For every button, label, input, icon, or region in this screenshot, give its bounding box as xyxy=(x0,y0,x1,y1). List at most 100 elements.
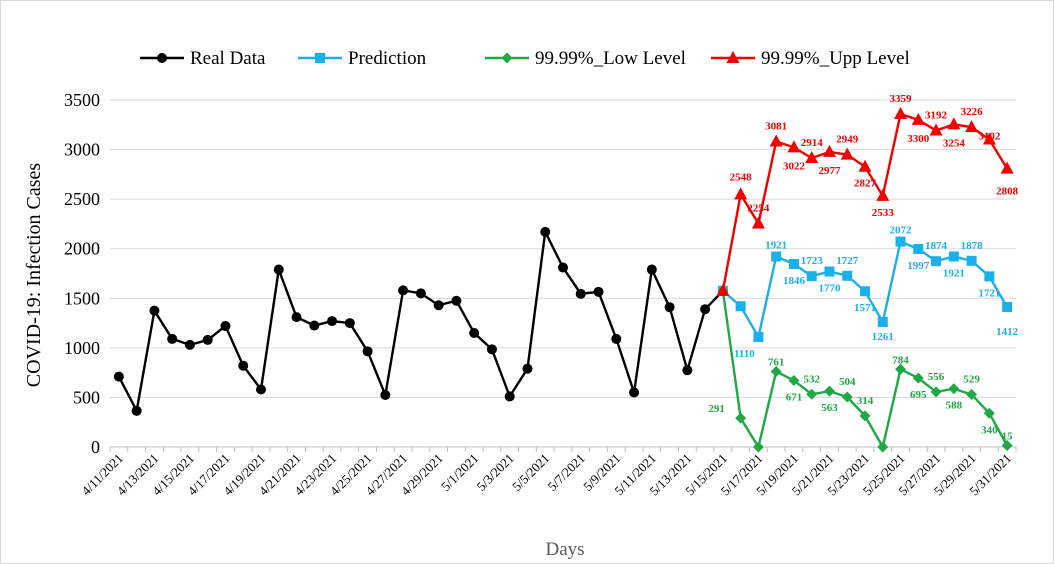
data-point xyxy=(894,106,908,119)
data-point xyxy=(700,304,711,315)
series-line xyxy=(117,227,724,415)
data-point xyxy=(860,286,870,297)
series-99-99-low-level xyxy=(717,285,1013,453)
y-tick-label: 1000 xyxy=(64,338,100,358)
legend-item: Real Data xyxy=(140,48,266,69)
data-point xyxy=(876,188,890,201)
data-label: 784 xyxy=(892,354,909,366)
data-point xyxy=(716,283,730,296)
y-tick-label: 1500 xyxy=(64,288,100,308)
data-label: 1921 xyxy=(943,268,965,280)
data-point xyxy=(113,371,124,382)
data-point xyxy=(806,271,817,282)
x-tick-label: 5/5/2021 xyxy=(509,451,552,494)
data-label: 2808 xyxy=(996,186,1019,198)
data-label: 671 xyxy=(786,391,803,403)
data-point xyxy=(965,120,979,133)
data-point xyxy=(362,346,373,357)
data-point xyxy=(822,144,836,157)
data-point xyxy=(929,123,943,136)
data-point xyxy=(611,333,622,344)
series-line xyxy=(721,290,1009,451)
data-label: 504 xyxy=(839,376,856,388)
data-point xyxy=(948,251,959,262)
data-point xyxy=(735,301,746,312)
data-label: 1878 xyxy=(961,240,984,252)
data-point xyxy=(734,187,748,200)
data-point xyxy=(895,236,906,247)
data-point xyxy=(788,258,799,269)
data-point xyxy=(1000,161,1014,174)
data-label: 1874 xyxy=(925,240,948,252)
data-label: 2914 xyxy=(801,137,824,149)
y-axis-ticks: 0 500 1000 1500 2000 2500 3000 3500 xyxy=(64,90,100,457)
legend-item: Prediction xyxy=(298,48,427,69)
legend: Real Data Prediction 99.99%_Low Level 99.99… xyxy=(140,48,910,69)
legend-label: Prediction xyxy=(348,48,427,69)
data-label: 3192 xyxy=(925,110,948,122)
data-point xyxy=(930,386,942,398)
data-point xyxy=(966,255,977,266)
data-label: 1770 xyxy=(818,283,841,295)
data-label: 2548 xyxy=(730,171,753,183)
x-tick-label: 5/1/2021 xyxy=(438,451,481,494)
data-point xyxy=(1002,302,1013,313)
data-label: 1261 xyxy=(872,331,894,343)
y-tick-label: 2000 xyxy=(64,239,100,259)
y-tick-label: 2500 xyxy=(64,189,100,209)
data-point xyxy=(540,226,551,237)
data-point xyxy=(983,407,995,419)
data-label: 291 xyxy=(708,403,725,415)
data-point xyxy=(771,251,782,262)
data-point xyxy=(433,300,444,311)
legend-marker xyxy=(726,51,740,63)
data-point xyxy=(752,441,764,453)
y-tick-label: 3000 xyxy=(64,140,100,160)
data-label: 2827 xyxy=(854,178,877,190)
legend-marker xyxy=(157,53,167,63)
data-label: 3022 xyxy=(783,160,806,172)
data-point xyxy=(327,316,338,327)
gridlines xyxy=(110,99,1016,448)
data-label: 2977 xyxy=(818,165,841,177)
y-axis-title: COVID-19: Infection Cases xyxy=(23,163,45,388)
data-point xyxy=(823,385,835,397)
data-point xyxy=(948,383,960,395)
data-point xyxy=(291,312,302,323)
data-point xyxy=(877,441,889,453)
data-point xyxy=(751,216,765,229)
x-tick-label: 5/3/2021 xyxy=(474,451,517,494)
data-point xyxy=(184,339,195,350)
data-point xyxy=(575,288,586,299)
data-label: 1846 xyxy=(783,275,806,287)
data-point xyxy=(788,374,800,386)
data-point xyxy=(646,264,657,275)
data-point xyxy=(769,134,783,147)
data-point xyxy=(344,318,355,329)
data-point xyxy=(842,270,853,281)
legend-label: 99.99%_Upp Level xyxy=(761,48,910,69)
data-point xyxy=(486,344,497,355)
data-point xyxy=(931,256,942,267)
data-point xyxy=(840,147,854,160)
y-tick-label: 0 xyxy=(91,437,100,457)
x-axis-ticks: 4/11/20214/13/20214/15/20214/17/20214/19… xyxy=(78,447,1017,498)
data-label: 556 xyxy=(928,371,945,383)
data-label: 563 xyxy=(821,402,838,414)
legend-label: Real Data xyxy=(190,48,266,69)
x-axis-title: Days xyxy=(545,539,584,560)
data-point xyxy=(841,391,853,403)
data-point xyxy=(309,320,320,331)
data-point xyxy=(131,405,142,416)
legend-marker xyxy=(501,52,513,64)
data-label: 1571 xyxy=(854,302,876,314)
data-label: 314 xyxy=(857,395,874,407)
data-label: 1110 xyxy=(734,348,755,360)
data-point xyxy=(806,388,818,400)
data-point xyxy=(415,288,426,299)
data-point xyxy=(877,316,888,327)
legend-item: 99.99%_Low Level xyxy=(485,48,686,69)
data-point xyxy=(912,372,924,384)
data-point xyxy=(859,410,871,422)
